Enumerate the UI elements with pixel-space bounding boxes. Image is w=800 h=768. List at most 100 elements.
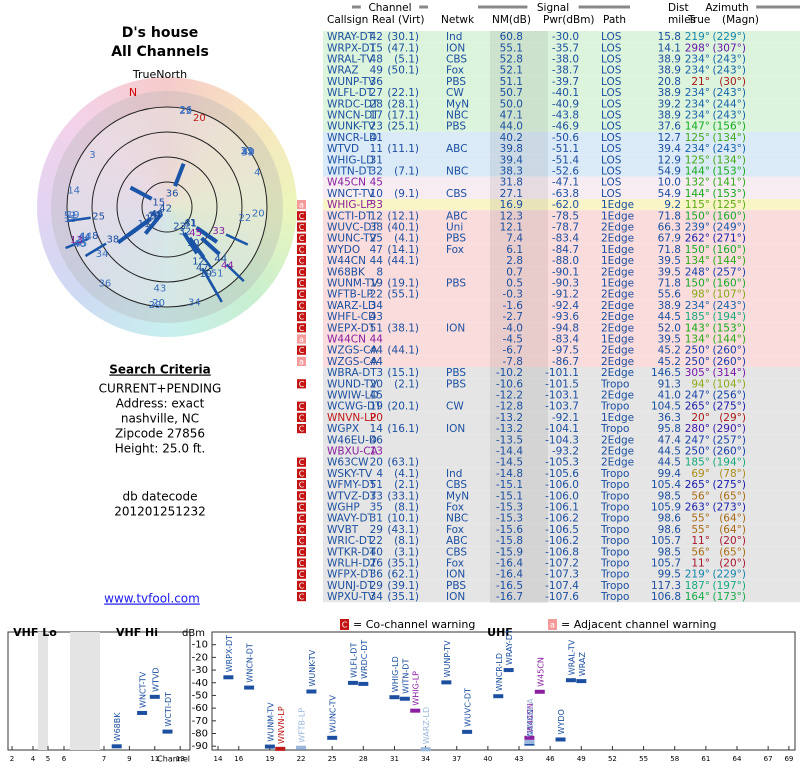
polar-ring xyxy=(66,106,268,308)
station-label: 14 xyxy=(67,186,80,197)
cell: Fox xyxy=(446,558,464,570)
cell: (104°) xyxy=(713,378,746,390)
row-background xyxy=(323,568,800,580)
cell: (260°) xyxy=(713,446,746,458)
station-label: 32 xyxy=(178,227,191,238)
spectrum-bar xyxy=(503,668,514,673)
cell: 247° xyxy=(685,434,710,446)
cell: 7.4 xyxy=(506,233,523,245)
cell: (243°) xyxy=(713,300,746,312)
cell: (8.1) xyxy=(394,535,419,547)
cell: 2Edge xyxy=(601,434,634,446)
row-background xyxy=(323,277,800,289)
cell: W45CN xyxy=(327,177,366,189)
cell: 44 xyxy=(370,356,384,368)
cell: 132° xyxy=(685,177,710,189)
cell: WUNP-TV xyxy=(327,76,376,88)
polar-band xyxy=(51,91,283,323)
cell: 33 xyxy=(370,490,383,502)
cell: -12.8 xyxy=(496,401,523,413)
cell: 1Edge xyxy=(601,199,634,211)
cell: 34 xyxy=(370,300,384,312)
spectrum-label: WUNC-TV xyxy=(329,694,338,732)
cell: WUNC-TV xyxy=(327,233,377,245)
column-header: True xyxy=(687,14,710,26)
cell: 1Edge xyxy=(601,255,634,267)
station-spoke xyxy=(143,213,163,235)
warning-letter: C xyxy=(299,548,305,557)
cell: 2Edge xyxy=(601,446,634,458)
spectrum-bar xyxy=(264,744,275,749)
cell: Tropo xyxy=(600,591,629,603)
cell: MyN xyxy=(446,490,469,502)
cell: 20 xyxy=(370,378,383,390)
spectrum-bar xyxy=(137,710,148,715)
cell: Uni xyxy=(446,222,463,234)
row-background xyxy=(323,221,800,233)
cell: 28 xyxy=(370,98,383,110)
row-background xyxy=(323,31,800,43)
cell: WEPX-DT xyxy=(327,322,376,334)
column-header: miles xyxy=(668,14,696,26)
cell: WHIG-LD xyxy=(327,154,374,166)
cell: -4.5 xyxy=(503,334,524,346)
station-label: 4 xyxy=(254,167,260,178)
warning-badge xyxy=(297,401,306,411)
spectrum-label: WNCT-TV xyxy=(139,671,148,708)
site-link[interactable]: www.tvfool.com xyxy=(104,592,200,606)
cell: 47.4 xyxy=(658,434,682,446)
cell: (50.1) xyxy=(387,65,419,77)
x-tick-label: 69 xyxy=(784,755,793,763)
group-gap xyxy=(527,1,579,13)
row-background xyxy=(323,512,800,524)
cell: -106.1 xyxy=(545,502,579,514)
cell: 22 xyxy=(370,289,383,301)
row-background xyxy=(323,165,800,177)
station-label: 35 xyxy=(64,214,77,225)
cell: 20° xyxy=(691,412,710,424)
cell: (153°) xyxy=(713,188,746,200)
spectrum-label: WUNM-TV xyxy=(266,702,275,742)
spectrum-label: WRDC-DT xyxy=(360,640,369,679)
cell: 56° xyxy=(691,546,710,558)
cell: 2Edge xyxy=(601,322,634,334)
cell: 12.7 xyxy=(658,132,681,144)
cell: 39.2 xyxy=(658,98,681,110)
column-header: Callsign xyxy=(327,14,368,26)
row-background xyxy=(323,557,800,569)
cell: (160°) xyxy=(713,244,746,256)
station-label: 19 xyxy=(67,210,80,221)
cell: 164° xyxy=(685,591,710,603)
cell: -106.2 xyxy=(545,535,579,547)
cell: 250° xyxy=(685,446,710,458)
x-tick-label: 19 xyxy=(265,755,274,763)
cell: 305° xyxy=(685,367,710,379)
column-header: Path xyxy=(603,14,626,26)
cell: LOS xyxy=(601,65,622,77)
spectrum-label: WUNK-TV xyxy=(308,649,317,686)
cell: WFPX-DT xyxy=(327,569,375,581)
cell: WUNJ-DT xyxy=(327,580,375,592)
warning-badge xyxy=(297,200,306,210)
cell: PBS xyxy=(446,233,466,245)
x-tick-label: 11 xyxy=(150,755,159,763)
cell: -106.0 xyxy=(545,490,579,502)
station-label: 17 xyxy=(145,213,158,224)
station-label: 23 xyxy=(173,221,186,232)
cell: -103.1 xyxy=(545,390,579,402)
cell: 1Edge xyxy=(601,334,634,346)
cell: 50.7 xyxy=(500,87,523,99)
warning-letter: C xyxy=(299,581,305,590)
cell: -88.0 xyxy=(552,255,579,267)
cell: PBS xyxy=(446,278,466,290)
station-label: 20 xyxy=(252,208,265,219)
warning-letter: C xyxy=(299,402,305,411)
cell: -2.7 xyxy=(503,311,524,323)
cell: 40 xyxy=(370,546,383,558)
cell: (17.1) xyxy=(387,110,419,122)
x-tick-label: 34 xyxy=(421,755,430,763)
station-label: 48 xyxy=(151,209,164,220)
warning-badge xyxy=(297,592,306,602)
cell: LOS xyxy=(601,76,622,88)
cell: 15 xyxy=(370,42,383,54)
